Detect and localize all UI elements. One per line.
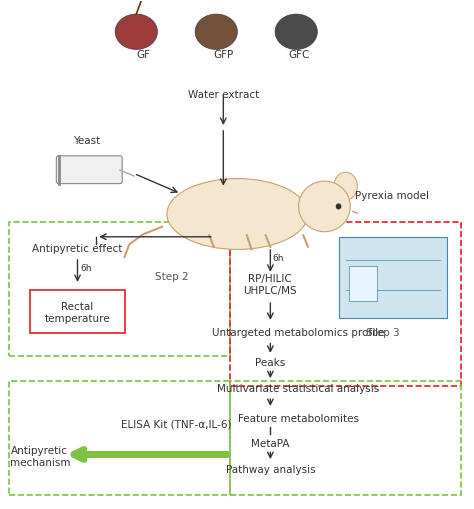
Ellipse shape [275, 14, 318, 49]
Bar [9, 381, 230, 495]
FancyBboxPatch shape [56, 156, 122, 184]
Text: Water extract: Water extract [188, 90, 259, 100]
Ellipse shape [115, 14, 157, 49]
Text: Rectal
temperature: Rectal temperature [45, 302, 110, 324]
FancyBboxPatch shape [30, 290, 125, 333]
Text: ELISA Kit (TNF-α,IL-6): ELISA Kit (TNF-α,IL-6) [121, 419, 231, 429]
Text: Step 3: Step 3 [366, 328, 400, 338]
Ellipse shape [195, 14, 237, 49]
Text: Peaks: Peaks [255, 358, 285, 369]
Ellipse shape [336, 204, 341, 209]
Text: 6h: 6h [81, 264, 92, 273]
Text: MetaPA: MetaPA [251, 439, 290, 449]
Ellipse shape [167, 179, 308, 249]
Text: Pathway analysis: Pathway analysis [226, 465, 315, 475]
Text: Multivariate statistical analysis: Multivariate statistical analysis [218, 384, 380, 393]
Text: Untargeted metabolomics profile: Untargeted metabolomics profile [212, 328, 385, 338]
Text: Antipyretic effect: Antipyretic effect [32, 244, 123, 254]
Bar [230, 381, 461, 495]
Bar [230, 221, 461, 386]
Text: Antipyretic
mechanism: Antipyretic mechanism [9, 446, 70, 468]
Text: GFP: GFP [213, 49, 234, 60]
Text: 6h: 6h [273, 254, 284, 263]
Text: Yeast: Yeast [73, 135, 100, 146]
FancyBboxPatch shape [349, 266, 377, 301]
Text: RP/HILIC
UHPLC/MS: RP/HILIC UHPLC/MS [244, 274, 297, 296]
Text: Feature metabolomites: Feature metabolomites [238, 414, 359, 424]
Text: GF: GF [137, 49, 150, 60]
Bar [9, 221, 230, 356]
FancyBboxPatch shape [338, 237, 447, 318]
Text: GFC: GFC [288, 49, 309, 60]
Ellipse shape [334, 172, 357, 200]
Ellipse shape [299, 181, 350, 232]
Text: Pyrexia model: Pyrexia model [355, 191, 429, 201]
Text: Step 2: Step 2 [155, 272, 188, 282]
